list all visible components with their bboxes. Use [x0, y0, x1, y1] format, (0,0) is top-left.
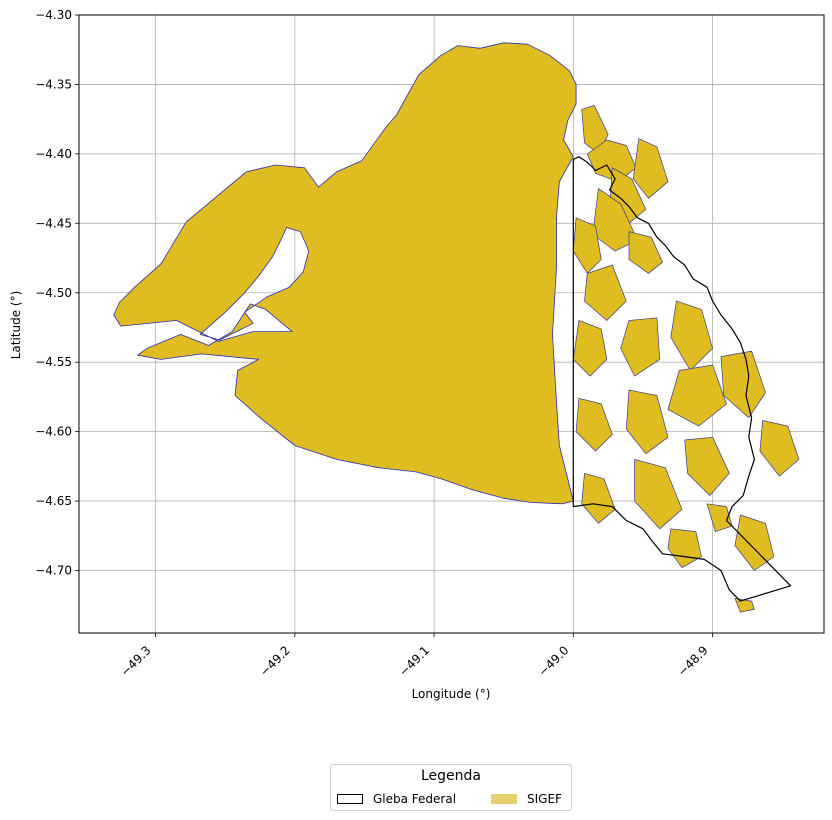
x-axis-label: Longitude (°) [412, 687, 491, 701]
sigef-parcel [575, 397, 613, 452]
sigef-main-region [113, 42, 577, 505]
y-tick-label: −4.55 [35, 355, 72, 369]
y-tick-label: −4.35 [35, 77, 72, 91]
plot-frame [78, 14, 825, 634]
gleba-federal-boundary [572, 156, 792, 602]
sigef-parcel [625, 389, 669, 455]
sigef-parcel [759, 420, 800, 477]
y-tick-label: −4.50 [35, 286, 72, 300]
sigef-parcel [620, 317, 661, 377]
y-tick-label: −4.45 [35, 216, 72, 230]
legend: Legenda Gleba Federal SIGEF [330, 764, 572, 811]
y-tick-label: −4.65 [35, 494, 72, 508]
sigef-parcel [734, 597, 755, 613]
legend-swatch-sigef [491, 794, 517, 804]
legend-swatch-gleba-federal [337, 794, 363, 804]
sigef-parcel [632, 138, 669, 199]
legend-label-sigef: SIGEF [527, 792, 562, 806]
sigef-parcel [572, 320, 608, 377]
sigef-parcel [628, 231, 663, 274]
y-tick-label: −4.30 [35, 8, 72, 22]
y-axis-label: Latitude (°) [9, 291, 23, 360]
sigef-parcel [581, 472, 616, 524]
y-tick-label: −4.60 [35, 425, 72, 439]
y-tick-label: −4.40 [35, 147, 72, 161]
sigef-parcel [667, 364, 727, 427]
sigef-parcel [720, 350, 766, 419]
legend-item-sigef: SIGEF [491, 792, 562, 806]
sigef-parcel [634, 459, 683, 530]
legend-title: Legenda [420, 768, 481, 784]
y-tick-label: −4.70 [35, 564, 72, 578]
sigef-parcel [684, 436, 730, 496]
map-features [113, 42, 800, 613]
sigef-parcel [584, 264, 627, 321]
sigef-parcel [734, 514, 775, 571]
legend-label-gleba-federal: Gleba Federal [373, 792, 457, 806]
legend-item-gleba-federal: Gleba Federal [337, 792, 456, 806]
sigef-parcel [670, 300, 713, 371]
map-figure: −49.3 −49.2 −49.1 −49.0 −48.9−4.30−4.35−4.40… [9, 8, 825, 701]
